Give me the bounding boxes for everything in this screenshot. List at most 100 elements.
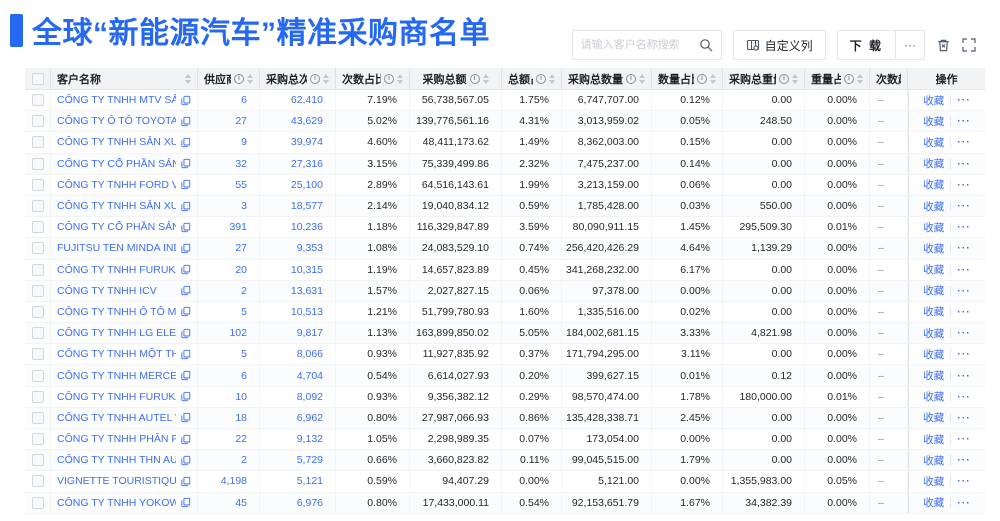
col-header-weight_pct[interactable]: 重量占比i [805, 68, 870, 89]
col-header-amount_pct[interactable]: 总额占比i [502, 68, 562, 89]
favorite-button[interactable]: 收藏 [923, 454, 945, 467]
copy-icon[interactable] [181, 137, 191, 148]
customer-name-link[interactable]: CÔNG TY CỔ PHẦN SẢN XUẤT... [57, 221, 176, 234]
row-checkbox[interactable] [31, 242, 44, 255]
row-checkbox[interactable] [31, 348, 44, 361]
trash-icon[interactable] [936, 38, 951, 53]
customize-columns-button[interactable]: 自定义列 [732, 30, 826, 60]
row-checkbox[interactable] [31, 433, 44, 446]
row-more-button[interactable]: ··· [957, 475, 971, 488]
col-header-amount[interactable]: 采购总额 i [410, 68, 502, 89]
download-more-button[interactable]: ··· [896, 30, 925, 60]
customer-name-link[interactable]: FUJITSU TEN MINDA INDIA PVT... [57, 242, 176, 255]
copy-icon[interactable] [181, 455, 191, 466]
customer-name-link[interactable]: CÔNG TY TNHH LG ELECTRON... [57, 327, 176, 340]
favorite-button[interactable]: 收藏 [923, 348, 945, 361]
row-more-button[interactable]: ··· [957, 496, 971, 509]
favorite-button[interactable]: 收藏 [923, 285, 945, 298]
copy-icon[interactable] [181, 285, 191, 296]
customer-name-link[interactable]: CÔNG TY TNHH FURUKAWA A... [57, 390, 176, 403]
row-more-button[interactable]: ··· [957, 390, 971, 403]
favorite-button[interactable]: 收藏 [923, 370, 945, 383]
favorite-button[interactable]: 收藏 [923, 391, 945, 404]
customer-name-link[interactable]: CÔNG TY TNHH MTV SẢN XUẤ... [57, 94, 176, 107]
row-more-button[interactable]: ··· [957, 178, 971, 191]
row-checkbox[interactable] [31, 390, 44, 403]
copy-icon[interactable] [181, 497, 191, 508]
favorite-button[interactable]: 收藏 [923, 136, 945, 149]
sort-icon[interactable] [185, 73, 191, 84]
row-more-button[interactable]: ··· [957, 136, 971, 149]
sort-icon[interactable] [247, 73, 253, 84]
col-header-qty_pct[interactable]: 数量占比i [652, 68, 723, 89]
search-icon[interactable] [699, 38, 713, 52]
row-more-button[interactable]: ··· [957, 327, 971, 340]
customer-name-link[interactable]: CÔNG TY TNHH THN AUTOPAR... [57, 454, 176, 467]
favorite-button[interactable]: 收藏 [923, 221, 945, 234]
row-checkbox[interactable] [31, 475, 44, 488]
row-more-button[interactable]: ··· [957, 94, 971, 107]
customer-name-link[interactable]: VIGNETTE TOURISTIQUE G UNI... [57, 475, 176, 488]
customer-name-link[interactable]: CÔNG TY TNHH SẢN XUẤT VÀ ... [57, 136, 176, 149]
col-header-supplier[interactable]: 供应商i [198, 68, 260, 89]
copy-icon[interactable] [181, 95, 191, 106]
copy-icon[interactable] [181, 179, 191, 190]
col-header-name[interactable]: 客户名称 [51, 68, 198, 89]
favorite-button[interactable]: 收藏 [923, 115, 945, 128]
row-checkbox[interactable] [31, 454, 44, 467]
customer-name-link[interactable]: CÔNG TY TNHH MỘT THÀNH V... [57, 348, 176, 361]
copy-icon[interactable] [181, 328, 191, 339]
copy-icon[interactable] [181, 222, 191, 233]
row-checkbox[interactable] [31, 200, 44, 213]
row-more-button[interactable]: ··· [957, 305, 971, 318]
sort-icon[interactable] [482, 73, 489, 84]
copy-icon[interactable] [181, 349, 191, 360]
customer-name-link[interactable]: CÔNG TY TNHH AUTEL VIỆT N... [57, 411, 176, 424]
row-checkbox[interactable] [31, 178, 44, 191]
row-more-button[interactable]: ··· [957, 242, 971, 255]
row-more-button[interactable]: ··· [957, 115, 971, 128]
customer-name-link[interactable]: CÔNG TY TNHH FURUKAWA A... [57, 263, 176, 276]
row-more-button[interactable]: ··· [957, 263, 971, 276]
customer-name-link[interactable]: CÔNG TY TNHH FORD VIỆT NAM [57, 178, 176, 191]
row-checkbox[interactable] [31, 327, 44, 340]
row-checkbox[interactable] [31, 115, 44, 128]
row-more-button[interactable]: ··· [957, 157, 971, 170]
copy-icon[interactable] [181, 158, 191, 169]
row-checkbox[interactable] [31, 94, 44, 107]
row-more-button[interactable]: ··· [957, 369, 971, 382]
row-checkbox[interactable] [31, 305, 44, 318]
favorite-button[interactable]: 收藏 [923, 497, 945, 510]
col-header-weight[interactable]: 采购总重量i [723, 68, 805, 89]
customer-name-link[interactable]: CÔNG TY TNHH SẢN XUẤT VÀ ... [57, 200, 176, 213]
customer-name-link[interactable]: CÔNG TY TNHH MERCEDES-B... [57, 369, 176, 382]
favorite-button[interactable]: 收藏 [923, 306, 945, 319]
col-header-times[interactable]: 采购总次数i [260, 68, 336, 89]
copy-icon[interactable] [181, 116, 191, 127]
row-more-button[interactable]: ··· [957, 454, 971, 467]
favorite-button[interactable]: 收藏 [923, 94, 945, 107]
row-more-button[interactable]: ··· [957, 433, 971, 446]
sort-icon[interactable] [323, 73, 329, 84]
copy-icon[interactable] [181, 370, 191, 381]
customer-name-link[interactable]: CÔNG TY CỔ PHẦN SẢN XUẤT... [57, 157, 176, 170]
favorite-button[interactable]: 收藏 [923, 242, 945, 255]
sort-icon[interactable] [792, 73, 798, 84]
favorite-button[interactable]: 收藏 [923, 200, 945, 213]
row-more-button[interactable]: ··· [957, 348, 971, 361]
copy-icon[interactable] [181, 243, 191, 254]
customer-search[interactable] [571, 30, 722, 60]
favorite-button[interactable]: 收藏 [923, 475, 945, 488]
row-checkbox[interactable] [31, 496, 44, 509]
customer-name-link[interactable]: CÔNG TY Ô TÔ TOYOTA VIỆT ... [57, 115, 176, 128]
customer-name-link[interactable]: CÔNG TY TNHH ICV [57, 284, 157, 297]
row-more-button[interactable]: ··· [957, 284, 971, 297]
copy-icon[interactable] [181, 391, 191, 402]
copy-icon[interactable] [181, 412, 191, 423]
row-checkbox[interactable] [31, 136, 44, 149]
favorite-button[interactable]: 收藏 [923, 264, 945, 277]
customer-name-link[interactable]: CÔNG TY TNHH Ô TÔ MITSUBI... [57, 305, 176, 318]
row-checkbox[interactable] [31, 369, 44, 382]
sort-icon[interactable] [549, 73, 555, 84]
download-button[interactable]: 下 载 [836, 30, 896, 60]
